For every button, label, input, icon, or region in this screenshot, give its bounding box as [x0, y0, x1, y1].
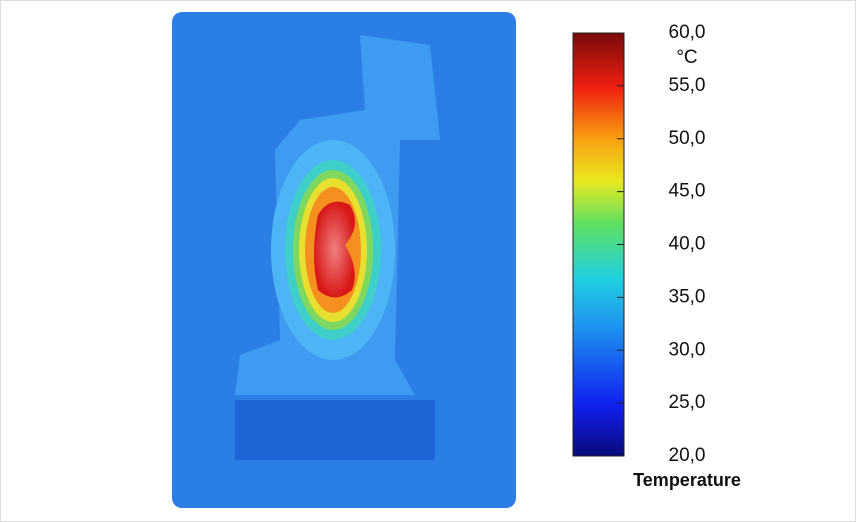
colorbar-tick-label: 45,0	[669, 181, 706, 202]
thermal-image	[172, 12, 516, 508]
colorbar	[573, 33, 624, 456]
colorbar-tick-label: 55,0	[669, 75, 706, 96]
colorbar-tick-label: 50,0	[669, 128, 706, 149]
figure: °C Temperature 60,0 55,0 50,0 45,0 40,0 35,0 3…	[0, 0, 856, 522]
colorbar-tick-label: 30,0	[669, 339, 706, 360]
colorbar-tick-label: 20,0	[669, 445, 706, 466]
colorbar-tick-label: 25,0	[669, 392, 706, 413]
colorbar-tick-label: 60,0	[669, 22, 706, 43]
page: °C Temperature 60,0 55,0 50,0 45,0 40,0 35,0 3…	[0, 0, 856, 522]
colorbar-tick-label: 40,0	[669, 234, 706, 255]
colorbar-title: Temperature	[633, 470, 741, 490]
colorbar-unit: °C	[676, 47, 697, 68]
colorbar-tick-label: 35,0	[669, 286, 706, 307]
